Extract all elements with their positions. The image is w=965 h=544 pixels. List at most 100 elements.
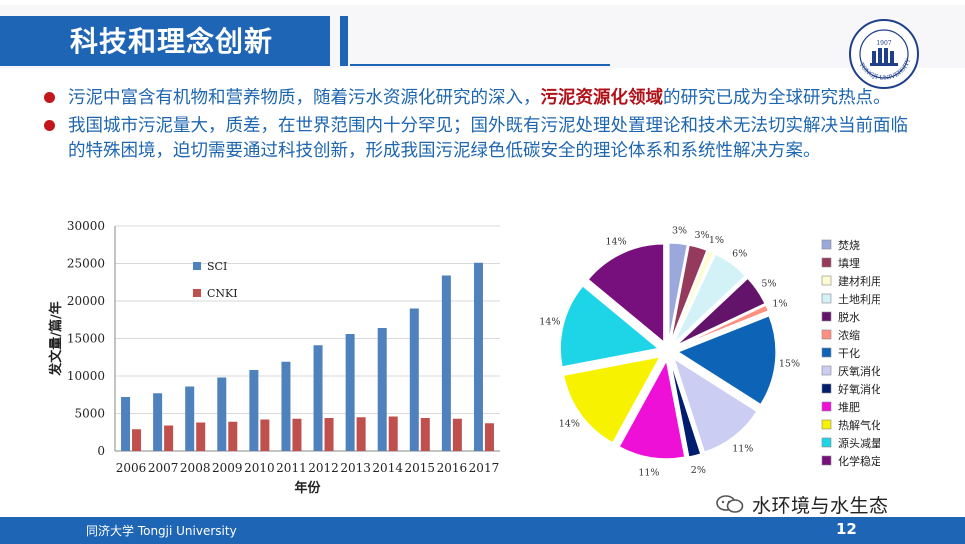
bar-sci xyxy=(153,393,163,451)
x-tick-label: 2009 xyxy=(212,461,243,475)
legend-label: 化学稳定 xyxy=(838,454,880,468)
pie-slice xyxy=(618,359,686,460)
bar-sci xyxy=(377,328,387,451)
bar-cnki xyxy=(388,416,398,451)
pie-data-label: 6% xyxy=(732,248,747,259)
pie-slice xyxy=(669,360,702,458)
x-axis-label: 年份 xyxy=(294,480,321,496)
bar-sci xyxy=(121,397,131,451)
bar-sci xyxy=(185,386,195,451)
bar-cnki xyxy=(324,418,334,451)
y-tick-label: 10000 xyxy=(67,369,105,383)
pie-slice xyxy=(675,277,766,346)
bullet-item: 污泥中富含有机物和营养物质，随着污水资源化研究的深入，污泥资源化领域的研究已成为… xyxy=(40,86,910,112)
legend-label: CNKI xyxy=(207,287,238,300)
footer-text: 同济大学 Tongji University xyxy=(86,524,237,538)
pie-slice xyxy=(670,244,708,342)
legend-swatch xyxy=(193,262,201,270)
bar-sci xyxy=(313,345,323,451)
x-tick-label: 2006 xyxy=(116,461,147,475)
bar-cnki xyxy=(196,422,206,451)
pie-slice xyxy=(673,253,747,344)
legend-label: 焚烧 xyxy=(838,239,860,252)
bar-cnki xyxy=(228,421,238,451)
x-tick-label: 2014 xyxy=(372,461,403,475)
y-axis-label: 发文量/篇/年 xyxy=(48,301,64,377)
pie-slice xyxy=(676,315,777,406)
y-tick-label: 20000 xyxy=(67,294,105,308)
x-tick-label: 2012 xyxy=(308,461,339,475)
pie-data-label: 14% xyxy=(559,419,580,430)
y-tick-label: 0 xyxy=(97,444,105,458)
legend-swatch xyxy=(821,347,832,358)
x-tick-label: 2008 xyxy=(180,461,211,475)
bullet-text: 我国城市污泥量大，质差，在世界范围内十分罕见；国外既有污泥处理处置理论和技术无法… xyxy=(68,115,908,162)
bar-sci xyxy=(409,308,419,451)
x-tick-label: 2017 xyxy=(469,461,500,475)
x-tick-label: 2011 xyxy=(276,461,307,475)
title-underline xyxy=(350,64,610,66)
y-tick-label: 5000 xyxy=(74,407,105,421)
slide-title: 科技和理念创新 xyxy=(70,25,274,58)
pie-slice xyxy=(668,242,689,342)
x-tick-label: 2010 xyxy=(244,461,275,475)
bar-cnki xyxy=(484,423,494,451)
pie-data-label: 5% xyxy=(761,278,776,289)
legend-swatch xyxy=(821,437,832,448)
logo-year: 1907 xyxy=(876,40,891,47)
legend-label: 填埋 xyxy=(838,256,860,270)
watermark: 水环境与水生态 xyxy=(716,489,889,519)
bar-cnki xyxy=(164,425,174,451)
watermark-text: 水环境与水生态 xyxy=(752,494,889,517)
pie-slice xyxy=(671,249,715,343)
legend-swatch xyxy=(821,365,832,376)
pie-data-label: 11% xyxy=(638,467,659,478)
legend-label: 浓缩 xyxy=(838,329,860,342)
bar-sci xyxy=(281,361,291,451)
bar-cnki xyxy=(452,418,462,451)
pie-slice xyxy=(587,243,665,344)
y-tick-label: 15000 xyxy=(67,332,105,346)
page-number: 12 xyxy=(836,520,857,538)
legend-label: 源头减量 xyxy=(838,436,880,450)
pie-slice xyxy=(673,357,758,453)
pie-data-label: 15% xyxy=(779,358,800,369)
pie-data-label: 1% xyxy=(772,299,787,310)
pie-data-label: 14% xyxy=(605,237,626,248)
legend-label: 堆肥 xyxy=(838,401,860,414)
legend-swatch xyxy=(821,293,832,304)
legend-swatch xyxy=(821,239,832,250)
pie-data-label: 11% xyxy=(732,443,753,454)
pie-data-label: 3% xyxy=(694,230,709,241)
title-accent xyxy=(340,16,348,66)
bar-sci xyxy=(249,370,259,451)
pie-chart: 3% 3% 1%6%5%1%15%11%2%11%14%14%14% 焚烧填埋建材利用… xyxy=(539,226,880,479)
footer-bar xyxy=(0,517,965,544)
pie-slice xyxy=(676,304,770,348)
legend-swatch xyxy=(821,383,832,394)
legend-swatch xyxy=(821,419,832,430)
legend-swatch xyxy=(821,275,832,286)
x-tick-label: 2013 xyxy=(340,461,371,475)
legend-label: 土地利用 xyxy=(838,293,880,306)
x-tick-label: 2007 xyxy=(148,461,179,475)
bar-sci xyxy=(217,377,227,451)
x-tick-label: 2016 xyxy=(437,461,468,475)
legend-swatch xyxy=(821,329,832,340)
bar-cnki xyxy=(132,429,142,451)
title-bar xyxy=(0,16,330,66)
legend-swatch xyxy=(821,257,832,268)
legend-label: 厌氧消化 xyxy=(838,364,880,378)
bullet-item: 我国城市污泥量大，质差，在世界范围内十分罕见；国外既有污泥处理处置理论和技术无法… xyxy=(40,114,910,165)
bar-sci xyxy=(441,275,451,451)
x-tick-label: 2015 xyxy=(405,461,436,475)
legend-label: 热解气化 xyxy=(838,418,880,432)
pie-data-label: 3% xyxy=(672,226,687,237)
legend-label: 脱水 xyxy=(838,310,860,324)
bar-cnki xyxy=(420,418,430,451)
legend-swatch xyxy=(193,289,201,297)
bullet-list: 污泥中富含有机物和营养物质，随着污水资源化研究的深入，污泥资源化领域的研究已成为… xyxy=(40,86,910,167)
bar-sci xyxy=(473,262,483,451)
bar-sci xyxy=(345,334,355,451)
bullet-dot-icon xyxy=(44,92,55,103)
